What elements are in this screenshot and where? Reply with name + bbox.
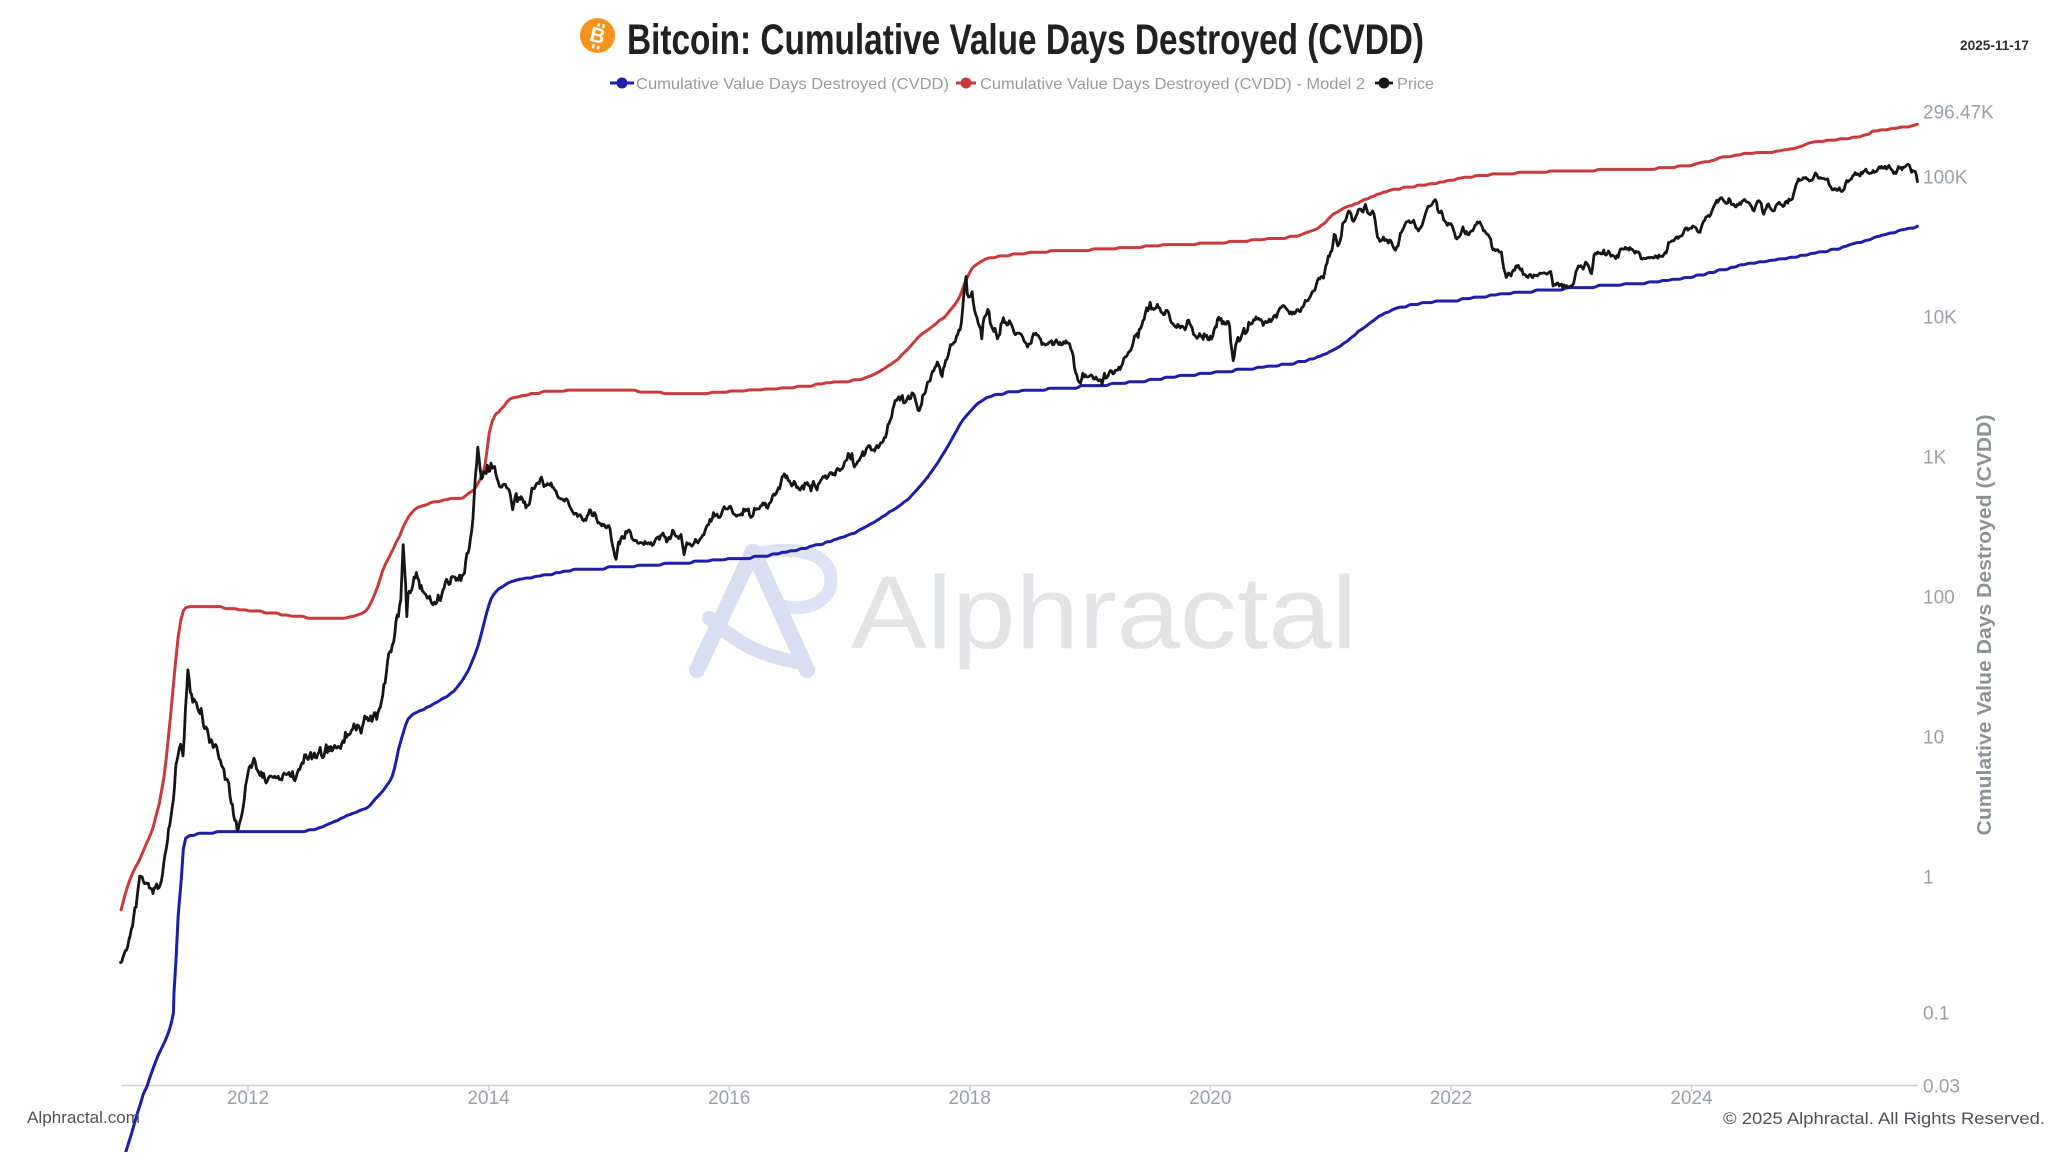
svg-text:0.1: 0.1 [1923,1004,1949,1025]
svg-text:© 2025 Alphractal. All Rights: © 2025 Alphractal. All Rights Reserved. [1723,1109,2045,1128]
svg-text:Alphractal: Alphractal [851,555,1357,670]
svg-text:Price: Price [1397,76,1434,93]
svg-text:2012: 2012 [227,1088,269,1109]
svg-text:B: B [587,23,607,49]
svg-text:Cumulative Value Days Destroye: Cumulative Value Days Destroyed (CVDD) [636,76,949,93]
svg-text:Cumulative Value Days Destroye: Cumulative Value Days Destroyed (CVDD) [1974,415,1996,836]
svg-text:1: 1 [1923,868,1934,889]
svg-text:10: 10 [1923,728,1944,749]
svg-text:296.47K: 296.47K [1923,103,1994,124]
svg-text:2024: 2024 [1670,1088,1713,1109]
svg-text:2020: 2020 [1189,1088,1231,1109]
svg-text:0.03: 0.03 [1923,1077,1960,1098]
svg-text:2018: 2018 [949,1088,991,1109]
svg-text:2016: 2016 [708,1088,750,1109]
svg-text:Bitcoin: Cumulative Value Days: Bitcoin: Cumulative Value Days Destroyed… [627,16,1424,64]
svg-text:10K: 10K [1923,308,1957,329]
svg-text:Alphractal.com: Alphractal.com [27,1108,140,1127]
svg-text:Cumulative Value Days Destroye: Cumulative Value Days Destroyed (CVDD) -… [980,76,1365,93]
svg-text:2022: 2022 [1430,1088,1472,1109]
svg-text:2025-11-17: 2025-11-17 [1960,37,2029,53]
svg-text:100: 100 [1923,588,1955,609]
svg-text:2014: 2014 [467,1088,510,1109]
svg-text:100K: 100K [1923,168,1968,189]
svg-text:1K: 1K [1923,448,1947,469]
